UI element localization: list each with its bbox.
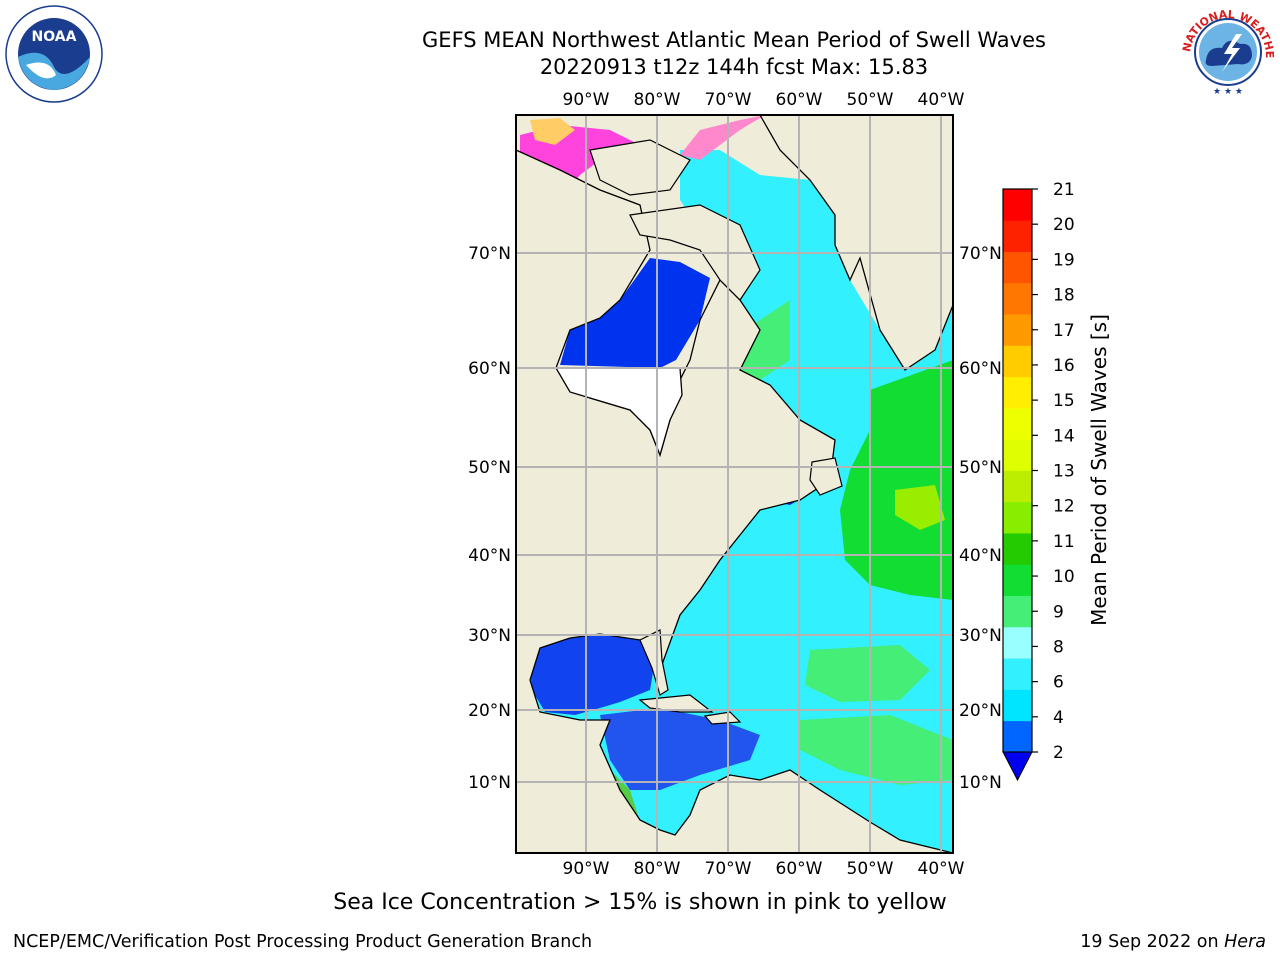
- colorbar-label: Mean Period of Swell Waves [s]: [1087, 314, 1111, 626]
- colorbar-segment: [1003, 314, 1032, 346]
- colorbar-tick-label: 11: [1053, 532, 1075, 552]
- colorbar-tick-label: 10: [1053, 567, 1075, 587]
- lat-label: 10°N: [959, 773, 1002, 793]
- generation-date-text: 19 Sep 2022 on: [1080, 932, 1225, 952]
- lat-label: 20°N: [959, 701, 1002, 721]
- swell-10s-area: [840, 360, 953, 600]
- colorbar-segment: [1003, 376, 1032, 409]
- colorbar-tick-label: 16: [1053, 356, 1075, 376]
- land-hispaniola: [703, 711, 742, 725]
- lat-label: 20°N: [468, 701, 511, 721]
- graticule: [516, 115, 953, 853]
- colorbar-tick-label: 17: [1053, 321, 1075, 341]
- lat-label: 60°N: [468, 359, 511, 379]
- lat-label: 50°N: [468, 458, 511, 478]
- lon-label: 70°W: [705, 90, 752, 110]
- lat-label: 60°N: [959, 359, 1002, 379]
- caribbean-field: [600, 708, 760, 790]
- colorbar-tick-label: 18: [1053, 286, 1075, 306]
- colorbar-segment: [1003, 282, 1032, 315]
- swell-9s-area-south: [800, 715, 953, 785]
- lon-label: 70°W: [705, 859, 752, 879]
- swell-9s-area-central: [805, 645, 930, 702]
- lon-label: 40°W: [918, 859, 965, 879]
- sea-ice-note: Sea Ice Concentration > 15% is shown in …: [333, 890, 947, 915]
- colorbar-tick-label: 12: [1053, 497, 1075, 517]
- svg-text:★ ★ ★: ★ ★ ★: [1213, 87, 1243, 97]
- gulf-of-mexico-field: [530, 634, 655, 715]
- colorbar-segment: [1003, 689, 1032, 722]
- lon-label: 80°W: [634, 90, 681, 110]
- colorbar-tick-label: 4: [1053, 708, 1064, 728]
- colorbar-segment: [1003, 720, 1032, 753]
- lon-label: 50°W: [847, 859, 894, 879]
- colorbar-tick-label: 15: [1053, 391, 1075, 411]
- colorbar-tick-label: 13: [1053, 462, 1075, 482]
- lon-label: 80°W: [634, 859, 681, 879]
- lat-label: 70°N: [468, 244, 511, 264]
- lat-labels-right: 70°N 60°N 50°N 40°N 30°N 20°N 10°N: [959, 244, 1002, 793]
- noaa-logo-text: NOAA: [32, 29, 77, 45]
- lon-label: 40°W: [918, 90, 965, 110]
- sea-ice-yellow: [530, 118, 575, 145]
- lon-label: 60°W: [776, 859, 823, 879]
- colorbar-tick-label: 20: [1053, 215, 1075, 235]
- sea-ice-arctic-east: [680, 115, 765, 160]
- colorbar-tick-label: 19: [1053, 250, 1075, 270]
- labrador-9s-area: [740, 300, 790, 380]
- colorbar-tick-label: 9: [1053, 602, 1064, 622]
- colorbar-segment: [1003, 220, 1032, 252]
- colorbar-tick-label: 2: [1053, 743, 1064, 763]
- generation-date: 19 Sep 2022 on Hera: [1080, 932, 1266, 952]
- lat-label: 40°N: [468, 546, 511, 566]
- lat-label: 30°N: [959, 626, 1002, 646]
- colorbar-tick-label: 14: [1053, 426, 1075, 446]
- land-arctic-islands: [589, 139, 691, 196]
- lon-labels-bottom: 90°W 80°W 70°W 60°W 50°W 40°W: [563, 859, 965, 879]
- colorbar-segment: [1003, 595, 1032, 628]
- host-name: Hera: [1224, 932, 1266, 952]
- colorbar-tick-label: 21: [1053, 180, 1075, 200]
- colorbar-extend-triangle: [1002, 751, 1033, 782]
- lon-label: 90°W: [563, 90, 610, 110]
- noaa-logo: NOAA: [5, 5, 103, 103]
- colorbar-segment: [1003, 407, 1032, 440]
- lat-label: 70°N: [959, 244, 1002, 264]
- map-frame: [515, 114, 954, 854]
- colorbar-segment: [1003, 564, 1032, 597]
- colorbar-tick-label: 8: [1053, 637, 1064, 657]
- lon-label: 60°W: [776, 90, 823, 110]
- swell-12s-area: [895, 485, 945, 530]
- lat-labels-left: 70°N 60°N 50°N 40°N 30°N 20°N 10°N: [468, 244, 511, 793]
- colorbar-segment: [1003, 533, 1032, 565]
- land-greenland: [759, 115, 953, 371]
- colorbar-segment: [1003, 345, 1032, 378]
- land-florida: [639, 629, 669, 696]
- no-data-hudson-south: [554, 367, 683, 458]
- colorbar-segment: [1003, 501, 1032, 534]
- producer-credit: NCEP/EMC/Verification Post Processing Pr…: [13, 932, 593, 952]
- lon-labels-top: 90°W 80°W 70°W 60°W 50°W 40°W: [563, 90, 965, 110]
- svg-text:Mean Period of Swell Waves [s]: Mean Period of Swell Waves [s]: [1087, 314, 1111, 626]
- colorbar-tick-label: 6: [1053, 673, 1064, 693]
- colorbar-segment: [1003, 470, 1032, 503]
- chart-title: GEFS MEAN Northwest Atlantic Mean Period…: [422, 28, 1046, 52]
- chart-subtitle: 20220913 t12z 144h fcst Max: 15.83: [539, 55, 929, 79]
- colorbar-segment: [1003, 658, 1032, 690]
- colorbar-segment: [1003, 251, 1032, 284]
- lon-label: 90°W: [563, 859, 610, 879]
- nws-logo: NATIONAL WEATHER SERVICE ★ ★ ★: [1178, 4, 1276, 98]
- lat-label: 50°N: [959, 458, 1002, 478]
- lat-label: 40°N: [959, 546, 1002, 566]
- colorbar-segment: [1003, 189, 1032, 221]
- lat-label: 10°N: [468, 773, 511, 793]
- lat-label: 30°N: [468, 626, 511, 646]
- colorbar: 2 4 6 8 9 10 11 12 13 14 15 16 17 18 19 20 21: [1002, 180, 1075, 782]
- colorbar-segment: [1003, 626, 1032, 659]
- hudson-bay-field: [560, 258, 710, 368]
- lon-label: 50°W: [847, 90, 894, 110]
- colorbar-segment: [1003, 439, 1032, 471]
